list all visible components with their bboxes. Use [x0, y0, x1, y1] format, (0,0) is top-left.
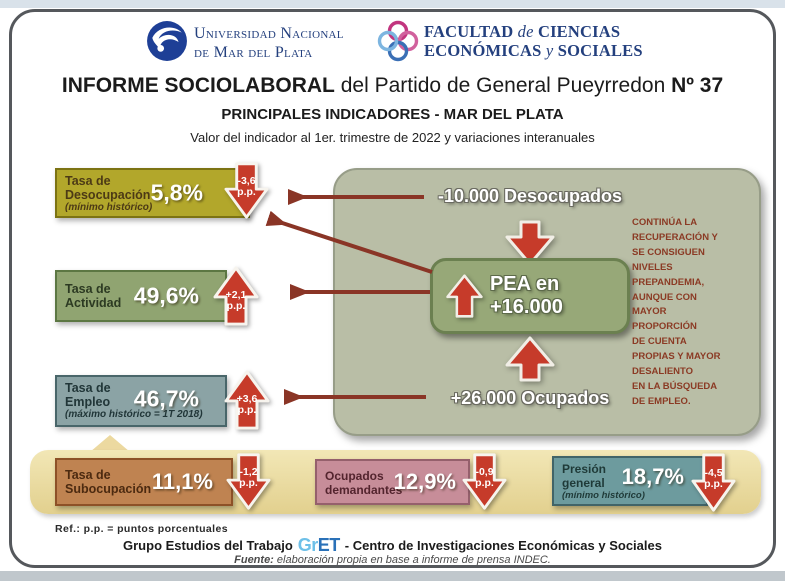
decrease-arrow-icon: -1,2 p.p. [226, 452, 271, 512]
credits-line: Grupo Estudios del Trabajo GrET - Centro… [123, 535, 662, 555]
delta-value: -4,5 p.p. [704, 466, 723, 490]
decrease-arrow-icon: -0,9 p.p. [462, 452, 507, 512]
analysis-note: CONTINÚA LA RECUPERACIÓN Y SE CONSIGUEN … [632, 217, 721, 407]
gret-logo: GrET [297, 535, 341, 555]
indicator-value: 49,6% [133, 282, 199, 309]
faculty-name-line2: ECONÓMICAS y SOCIALES [424, 41, 643, 60]
indicator-label: Tasa de Empleo (máximo histórico = 1T 20… [65, 381, 203, 420]
delta-value: +3,6 p.p. [236, 392, 258, 416]
indicator-label: Tasa de Desocupación (mínimo histórico) [65, 174, 153, 213]
report-period-note: Valor del indicador al 1er. trimestre de… [190, 130, 595, 145]
up-arrow-shape [213, 266, 259, 326]
faculty-name: FACULTAD de CIENCIAS ECONÓMICAS y SOCIAL… [424, 22, 643, 60]
window-top-edge [0, 0, 785, 8]
report-subtitle: PRINCIPALES INDICADORES - MAR DEL PLATA [221, 106, 564, 123]
center-summary-panel: -10.000 Desocupados PEA en +16.000 +26.0… [333, 168, 761, 436]
indicator-box-presion: Presión general (mínimo histórico) 18,7% [552, 456, 708, 506]
indicator-note: (mínimo histórico) [65, 202, 153, 213]
indicator-note: (mínimo histórico) [562, 490, 645, 501]
indicator-value: 46,7% [133, 385, 199, 412]
down-arrow-icon [505, 220, 555, 266]
report-title: INFORME SOCIOLABORAL del Partido de Gene… [61, 74, 724, 97]
delta-value: -1,2 p.p. [239, 465, 258, 489]
indicator-value: 18,7% [621, 464, 684, 490]
indicator-value: 5,8% [150, 179, 203, 206]
fceys-logo-icon [376, 19, 420, 63]
desocupados-change-label: -10.000 Desocupados [437, 186, 623, 206]
indicator-note: (máximo histórico = 1T 2018) [65, 409, 203, 420]
indicator-box-demandantes: Ocupados demandantes 12,9% [315, 459, 470, 505]
indicator-label: Tasa de Subocupación [65, 468, 152, 496]
up-arrow-icon [505, 336, 555, 382]
faculty-name-line1: FACULTAD de CIENCIAS [424, 22, 621, 41]
delta-value: -0,9 p.p. [475, 465, 494, 489]
unmdp-logo-icon [146, 20, 188, 62]
university-name-line2: de Mar del Plata [194, 44, 313, 61]
increase-arrow-icon: +2,1 p.p. [213, 265, 259, 327]
source-note: Fuente: elaboración propia en base a inf… [234, 554, 551, 566]
decrease-arrow-icon: -4,5 p.p. [691, 452, 736, 514]
up-arrow-shape [224, 370, 270, 430]
indicator-label: Presión general (mínimo histórico) [562, 462, 645, 501]
reference-note: Ref.: p.p. = puntos porcentuales [55, 523, 228, 535]
down-arrow-shape [226, 453, 271, 510]
indicator-label: Tasa de Actividad [65, 282, 122, 310]
window-bottom-edge [0, 571, 785, 581]
indicator-value: 12,9% [393, 469, 456, 494]
decrease-arrow-icon: -3,6 p.p. [224, 161, 269, 221]
up-arrow-icon [446, 274, 483, 318]
indicator-box-subocupacion: Tasa de Subocupación 11,1% [55, 458, 233, 506]
university-name: Universidad Nacional de Mar del Plata [194, 24, 344, 62]
increase-arrow-icon: +3,6 p.p. [224, 369, 270, 431]
band-pointer [90, 435, 130, 452]
pea-box: PEA en +16.000 [430, 258, 630, 334]
indicator-value: 11,1% [151, 469, 213, 494]
indicator-label: Ocupados demandantes [325, 469, 403, 497]
delta-value: -3,6 p.p. [237, 174, 256, 198]
ocupados-change-label: +26.000 Ocupados [450, 388, 610, 408]
down-arrow-shape [691, 453, 736, 512]
indicator-box-actividad: Tasa de Actividad 49,6% [55, 270, 227, 322]
pea-change-label: PEA en +16.000 [489, 273, 563, 318]
university-name-line1: Universidad Nacional [194, 25, 344, 42]
indicator-box-desocupacion: Tasa de Desocupación (mínimo histórico) … [55, 168, 250, 218]
down-arrow-shape [224, 162, 269, 219]
indicator-box-empleo: Tasa de Empleo (máximo histórico = 1T 20… [55, 375, 227, 427]
delta-value: +2,1 p.p. [225, 288, 247, 312]
down-arrow-shape [462, 453, 507, 510]
